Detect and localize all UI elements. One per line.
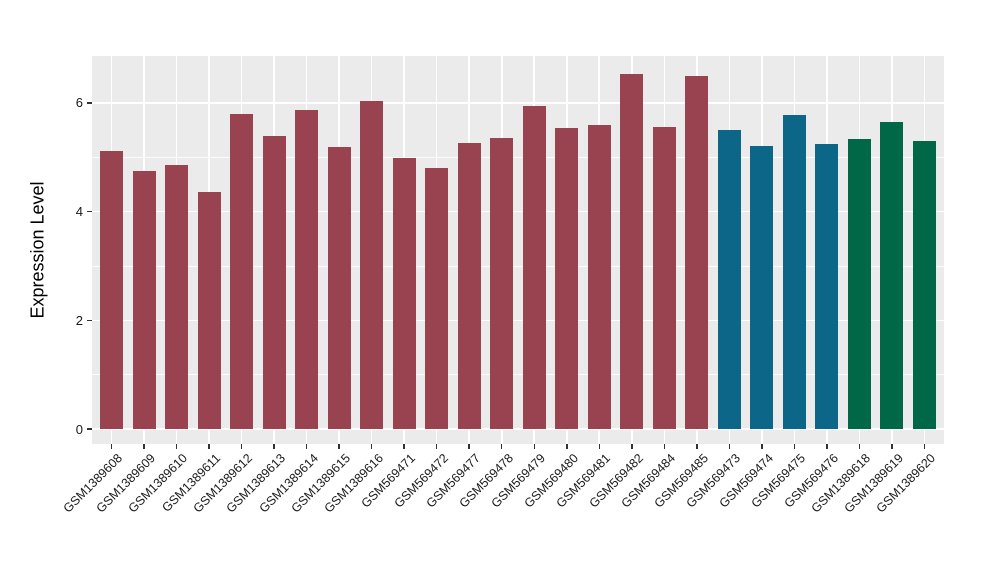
x-tick-mark	[273, 444, 275, 449]
bar	[295, 109, 319, 430]
x-tick-mark	[468, 444, 470, 449]
x-tick-mark	[566, 444, 568, 449]
x-tick-mark	[728, 444, 731, 449]
x-tick-mark	[240, 444, 243, 449]
x-tick-mark	[793, 444, 796, 449]
minor-gridline	[92, 156, 944, 158]
bar	[620, 73, 644, 430]
bar	[262, 136, 286, 430]
major-gridline	[92, 319, 944, 322]
y-tick-mark	[86, 210, 92, 213]
x-tick-mark	[631, 444, 633, 449]
y-tick-label: 2	[75, 312, 83, 328]
bar	[197, 192, 221, 430]
bar	[425, 167, 449, 430]
x-tick-mark	[858, 444, 861, 449]
bar	[392, 158, 416, 430]
x-tick-mark	[923, 444, 926, 449]
y-tick-label: 4	[75, 204, 83, 220]
bar	[912, 140, 936, 430]
x-tick-mark	[175, 444, 178, 449]
x-tick-mark	[208, 444, 210, 449]
y-axis-title: Expression Level	[27, 181, 48, 319]
x-tick-mark	[500, 444, 503, 449]
bar	[717, 130, 741, 430]
bar	[165, 164, 189, 430]
x-tick-mark	[696, 444, 698, 449]
bar	[522, 106, 546, 430]
bar	[880, 121, 904, 430]
bar	[750, 146, 774, 430]
bar	[815, 144, 839, 430]
x-tick-mark	[891, 444, 893, 449]
plot-panel	[92, 56, 944, 444]
y-tick-mark	[86, 319, 92, 322]
bar	[587, 124, 611, 430]
x-tick-mark	[305, 444, 308, 449]
y-tick-mark	[86, 102, 92, 104]
minor-gridline	[92, 374, 944, 376]
bar	[327, 146, 351, 430]
x-tick-mark	[403, 444, 405, 449]
bar	[782, 114, 806, 430]
x-tick-mark	[598, 444, 601, 449]
x-tick-mark	[110, 444, 113, 449]
bar	[555, 128, 579, 430]
y-tick-mark	[86, 428, 92, 430]
major-gridline	[92, 210, 944, 213]
major-gridline	[92, 102, 944, 104]
bar	[230, 113, 254, 430]
bar	[360, 101, 384, 430]
minor-gridline	[92, 265, 944, 267]
x-tick-mark	[338, 444, 340, 449]
x-tick-mark	[663, 444, 666, 449]
x-tick-mark	[826, 444, 828, 449]
bar	[100, 151, 123, 430]
y-tick-label: 6	[75, 95, 83, 111]
x-tick-mark	[761, 444, 763, 449]
bar	[652, 126, 676, 430]
x-tick-mark	[143, 444, 145, 449]
x-tick-mark	[370, 444, 373, 449]
bar	[457, 142, 481, 430]
y-tick-label: 0	[75, 421, 83, 437]
bar	[490, 138, 514, 430]
major-gridline	[92, 428, 944, 430]
bar	[685, 75, 709, 430]
x-tick-mark	[435, 444, 438, 449]
bar	[847, 139, 871, 430]
bar	[132, 171, 156, 430]
x-tick-mark	[533, 444, 535, 449]
